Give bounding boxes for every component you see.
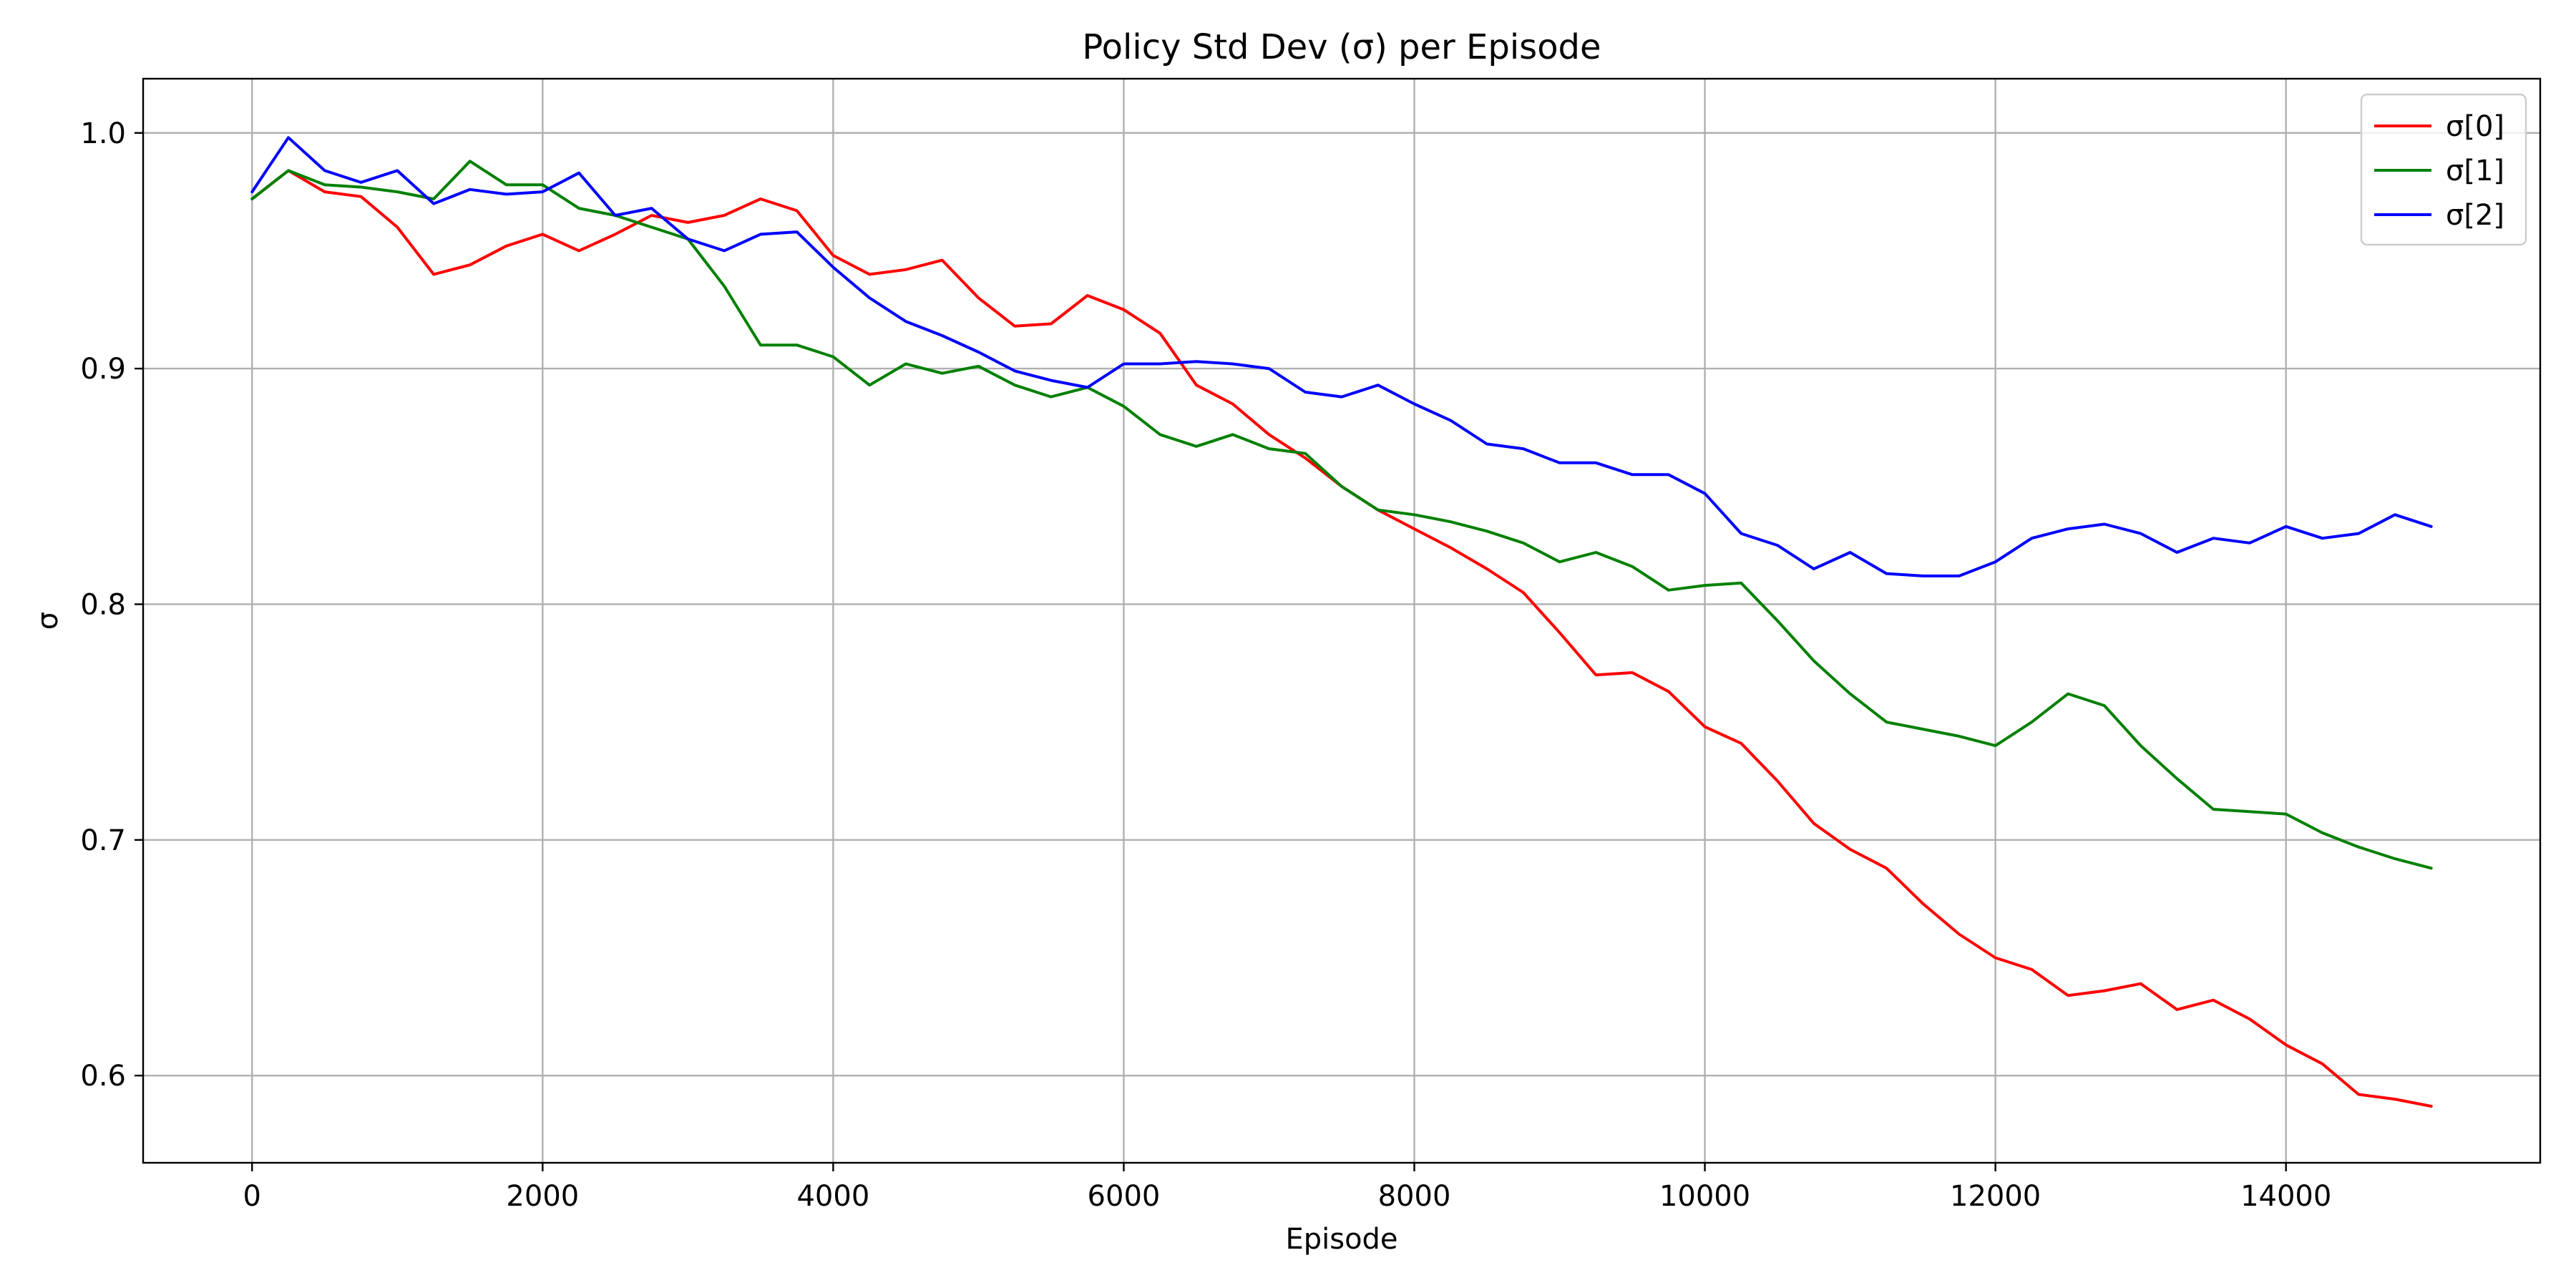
x-tick-label: 4000 [796, 1180, 869, 1213]
series-line-sigma-2 [250, 136, 2433, 577]
y-tick-label: 0.8 [80, 588, 126, 621]
y-tick-label: 1.0 [80, 117, 126, 150]
x-tick-label: 0 [243, 1180, 261, 1213]
plot-frame [142, 77, 2542, 1164]
x-axis-label: Episode [1285, 1223, 1397, 1256]
y-tick-label: 0.6 [80, 1060, 126, 1093]
y-axis-ticks: 0.6 0.7 0.8 0.9 1.0 [80, 117, 143, 1093]
y-tick-label: 0.7 [80, 824, 126, 857]
y-axis-label: σ [31, 612, 64, 630]
x-tick-label: 14000 [2240, 1180, 2331, 1213]
chart-title: Policy Std Dev (σ) per Episode [1082, 27, 1601, 67]
x-tick-label: 2000 [506, 1180, 579, 1213]
y-tick-label: 0.9 [80, 353, 126, 386]
x-tick-label: 10000 [1659, 1180, 1750, 1213]
series-lines [250, 136, 2433, 1108]
x-axis-ticks: 0 2000 4000 6000 8000 10000 12000 14000 [243, 1163, 2331, 1213]
x-tick-label: 6000 [1088, 1180, 1161, 1213]
legend-box [2360, 93, 2527, 246]
legend: σ[0] σ[1] σ[2] [2360, 93, 2527, 246]
legend-label: σ[2] [2446, 199, 2504, 232]
grid [143, 79, 2540, 1163]
legend-label: σ[0] [2446, 110, 2504, 143]
x-tick-label: 8000 [1378, 1180, 1451, 1213]
x-tick-label: 12000 [1950, 1180, 2041, 1213]
legend-label: σ[1] [2446, 155, 2504, 187]
